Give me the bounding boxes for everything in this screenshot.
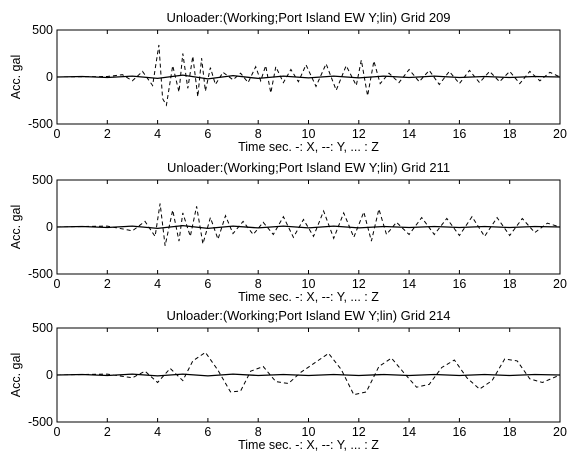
x-tick-label: 10	[302, 277, 316, 291]
x-tick-label: 18	[503, 277, 517, 291]
x-tick-label: 8	[255, 277, 262, 291]
y-tick-label: -500	[28, 415, 53, 429]
x-tick-label: 6	[204, 425, 211, 439]
x-tick-label: 2	[104, 127, 111, 141]
x-tick-label: 4	[154, 127, 161, 141]
series-y-dashed-line	[57, 351, 560, 396]
x-tick-label: 12	[352, 127, 366, 141]
x-axis-label: Time sec. -: X, --: Y, ... : Z	[238, 290, 379, 304]
y-tick-label: 0	[46, 368, 53, 382]
series-y-dashed-line	[57, 44, 560, 107]
x-tick-label: 4	[154, 425, 161, 439]
chart-panel-2: Unloader:(Working;Port Island EW Y;lin) …	[9, 160, 567, 304]
x-tick-label: 8	[255, 127, 262, 141]
x-tick-label: 14	[402, 127, 416, 141]
chart-title: Unloader:(Working;Port Island EW Y;lin) …	[166, 308, 450, 323]
x-tick-label: 20	[553, 277, 567, 291]
y-tick-label: 500	[32, 23, 53, 37]
x-tick-label: 16	[452, 277, 466, 291]
x-tick-label: 6	[204, 127, 211, 141]
x-tick-label: 12	[352, 277, 366, 291]
y-tick-label: -500	[28, 117, 53, 131]
y-tick-label: 500	[32, 321, 53, 335]
x-tick-label: 6	[204, 277, 211, 291]
series-y-dashed-line	[57, 203, 560, 246]
chart-title: Unloader:(Working;Port Island EW Y;lin) …	[167, 160, 450, 175]
x-tick-label: 14	[402, 425, 416, 439]
x-tick-label: 10	[302, 127, 316, 141]
x-tick-label: 20	[553, 127, 567, 141]
y-tick-label: 500	[32, 173, 53, 187]
x-tick-label: 8	[255, 425, 262, 439]
x-axis-label: Time sec. -: X, --: Y, ... : Z	[238, 140, 379, 154]
y-axis-label: Acc. gal	[9, 353, 23, 397]
chart-panel-1: Unloader:(Working;Port Island EW Y;lin) …	[9, 10, 567, 154]
x-tick-label: 4	[154, 277, 161, 291]
x-tick-label: 18	[503, 127, 517, 141]
x-tick-label: 18	[503, 425, 517, 439]
x-tick-label: 20	[553, 425, 567, 439]
x-tick-label: 16	[452, 425, 466, 439]
x-tick-label: 12	[352, 425, 366, 439]
y-tick-label: -500	[28, 267, 53, 281]
y-tick-label: 0	[46, 70, 53, 84]
x-tick-label: 0	[54, 425, 61, 439]
series-x-solid-line	[57, 224, 560, 230]
chart-title: Unloader:(Working;Port Island EW Y;lin) …	[166, 10, 450, 25]
x-tick-label: 0	[54, 127, 61, 141]
x-tick-label: 2	[104, 277, 111, 291]
y-axis-label: Acc. gal	[9, 205, 23, 249]
chart-panel-3: Unloader:(Working;Port Island EW Y;lin) …	[9, 308, 567, 452]
x-axis-label: Time sec. -: X, --: Y, ... : Z	[238, 438, 379, 452]
x-tick-label: 16	[452, 127, 466, 141]
x-tick-label: 2	[104, 425, 111, 439]
x-tick-label: 14	[402, 277, 416, 291]
x-tick-label: 10	[302, 425, 316, 439]
y-tick-label: 0	[46, 220, 53, 234]
series-x-solid-line	[57, 74, 560, 80]
x-tick-label: 0	[54, 277, 61, 291]
series-x-solid-line	[57, 373, 560, 377]
y-axis-label: Acc. gal	[9, 55, 23, 99]
